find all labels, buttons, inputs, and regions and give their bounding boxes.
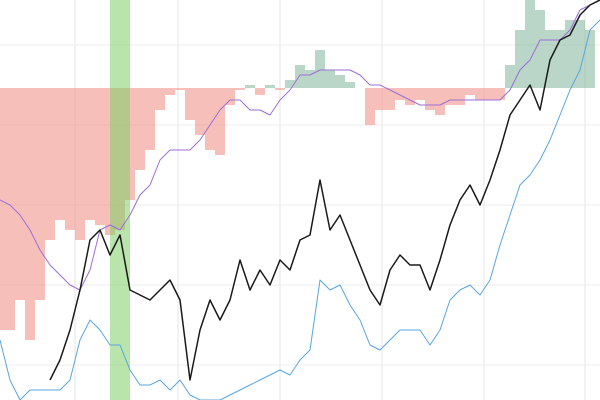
area-bar (185, 88, 195, 120)
area-bar (445, 88, 455, 105)
area-bar (285, 80, 295, 88)
area-bar (555, 30, 565, 88)
area-bar (165, 88, 175, 95)
area-bar (35, 88, 45, 300)
area-bar (275, 88, 285, 90)
area-bar (255, 88, 265, 95)
area-bar (5, 88, 15, 330)
area-bar (95, 88, 105, 225)
area-bar (295, 65, 305, 88)
area-bar (0, 88, 5, 330)
area-bar (85, 88, 95, 220)
area-bar (535, 10, 545, 88)
area-bar (225, 88, 235, 105)
area-bar (175, 88, 185, 90)
area-bar (345, 82, 355, 88)
area-bar (515, 30, 525, 88)
series-line (49, 0, 600, 381)
area-bar (65, 88, 75, 230)
area-bar (455, 88, 465, 105)
area-bar (425, 88, 435, 110)
area-bar (75, 88, 85, 240)
highlight-band (110, 0, 130, 400)
area-bar (135, 88, 145, 170)
area-bar (505, 65, 515, 88)
area-bar (315, 50, 325, 88)
area-bar (55, 88, 65, 220)
area-bar (525, 0, 535, 88)
area-bar (45, 88, 55, 240)
area-bar (235, 88, 245, 90)
area-bar (475, 88, 485, 100)
area-bar (245, 85, 255, 88)
area-bar (265, 85, 275, 88)
area-bar (15, 88, 25, 300)
area-bar (435, 88, 445, 115)
area-bar (25, 88, 35, 340)
area-bar (155, 88, 165, 110)
area-bar (465, 88, 475, 95)
area-bar (145, 88, 155, 150)
area-bar (335, 75, 345, 88)
area-bar (565, 20, 575, 88)
area-bar (215, 88, 225, 155)
area-bar (415, 88, 425, 100)
area-bar (375, 88, 385, 110)
area-bar (195, 88, 205, 135)
area-bar (365, 88, 375, 125)
series-line (0, 19, 600, 400)
area-bar (325, 70, 335, 88)
area-bar (585, 30, 595, 88)
area-bar (205, 88, 215, 150)
area-bar (385, 88, 395, 110)
area-bar (395, 88, 405, 100)
area-bar (495, 88, 505, 100)
area-bar (485, 88, 495, 100)
area-bar (405, 88, 415, 105)
area-bar (305, 70, 315, 88)
area-bar (575, 20, 585, 88)
